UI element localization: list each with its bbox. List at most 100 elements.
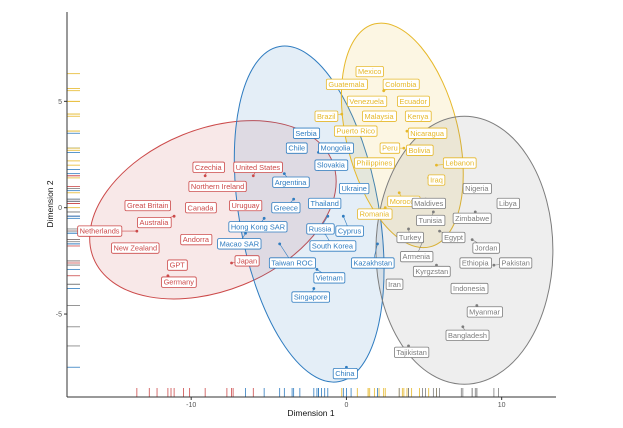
point-taiwan-roc [278,242,282,246]
label-nigeria: Nigeria [462,182,492,195]
label-box [452,212,492,224]
label-box [407,127,448,139]
label-text: Venezuela [349,97,384,106]
label-zimbabwe: Zimbabwe [452,212,492,224]
label-text: Philippines [356,159,392,168]
label-tunisia: Tunisia [416,214,446,227]
label-text: Cyprus [338,227,362,236]
label-box [180,233,213,246]
label-box [314,159,349,171]
label-box [450,282,489,295]
label-box [161,276,197,288]
label-text: Egypt [444,233,463,242]
label-text: GPT [170,261,186,270]
label-iran: Iran [385,278,404,290]
label-germany: Germany [161,276,197,288]
label-box [411,197,446,210]
label-box [354,157,395,169]
label-nicaragua: Nicaragua [407,127,448,139]
point-kyrgzstan [435,263,438,267]
label-text: Serbia [295,129,317,138]
label-venezuela: Venezuela [346,95,388,107]
label-text: Ukraine [341,184,366,193]
label-text: United States [236,163,281,172]
label-text: Thailand [311,199,339,208]
label-text: Mongolia [321,144,352,153]
ellipse-gray [375,115,554,385]
label-box [396,231,424,244]
label-box [285,142,308,154]
label-new-zealand: New Zealand [111,242,160,254]
label-text: Indonesia [453,284,486,293]
label-box [472,242,500,254]
label-northern-ireland: Northern Ireland [188,180,247,193]
point-czechia [203,174,207,178]
label-text: Kazakhstan [354,259,393,268]
label-text: Puerto Rico [336,127,375,136]
label-box [442,157,477,169]
label-text: Pakistan [501,259,529,268]
label-japan: Japan [234,255,260,267]
label-text: Armenia [403,252,431,261]
label-text: Guatemala [328,80,365,89]
label-box [228,221,288,233]
label-brazil: Brazil [314,110,339,122]
label-text: Kyrgzstan [415,267,448,276]
label-text: Tajikistan [396,348,426,357]
label-box [416,214,446,227]
point-zimbabwe [473,210,477,214]
label-box [309,240,357,252]
label-text: Andorra [183,235,210,244]
label-serbia: Serbia [292,127,321,139]
label-text: Libya [499,199,518,208]
label-text: Colombia [385,80,417,89]
label-text: Canada [188,203,215,212]
label-maldives: Maldives [411,197,446,210]
label-box [313,272,346,284]
label-chile: Chile [285,142,308,154]
label-kazakhstan: Kazakhstan [351,257,395,269]
label-box [394,346,430,358]
label-text: Vietnam [316,273,343,282]
label-text: Myanmar [469,308,500,317]
x-tick-label: 0 [344,402,348,409]
label-box [185,202,217,214]
label-box [292,127,321,139]
label-text: South Korea [312,242,354,251]
label-box [357,208,393,220]
label-box [339,182,370,195]
label-hong-kong-sar: Hong Kong SAR [228,221,288,233]
label-box [397,95,430,107]
point-japan [230,261,233,265]
label-text: Greece [274,203,298,212]
label-text: Iran [388,280,401,289]
label-south-korea: South Korea [309,240,357,252]
label-box [499,257,533,269]
point-united-states [251,174,255,178]
label-box [124,199,171,212]
label-text: Nicaragua [410,129,445,138]
label-peru: Peru [379,142,401,154]
label-box [334,125,378,137]
label-box [355,65,384,78]
label-greece: Greece [271,202,301,214]
label-box [188,180,247,193]
label-ecuador: Ecuador [397,95,430,107]
point-kazakhstan [376,242,379,246]
label-box [466,306,503,318]
label-box [291,291,330,303]
label-box [233,161,283,173]
label-text: Brazil [317,112,336,121]
label-text: Chile [288,144,305,153]
label-box [217,238,262,250]
label-text: Maldives [414,199,443,208]
label-text: Uruguay [232,201,260,210]
label-box [192,161,225,173]
label-bangladesh: Bangladesh [445,329,490,341]
label-myanmar: Myanmar [466,306,503,318]
label-box [496,197,520,210]
y-axis-title: Dimension 2 [45,180,55,228]
label-box [427,174,446,186]
label-text: Bolivia [408,146,431,155]
label-text: Jordan [475,244,498,253]
